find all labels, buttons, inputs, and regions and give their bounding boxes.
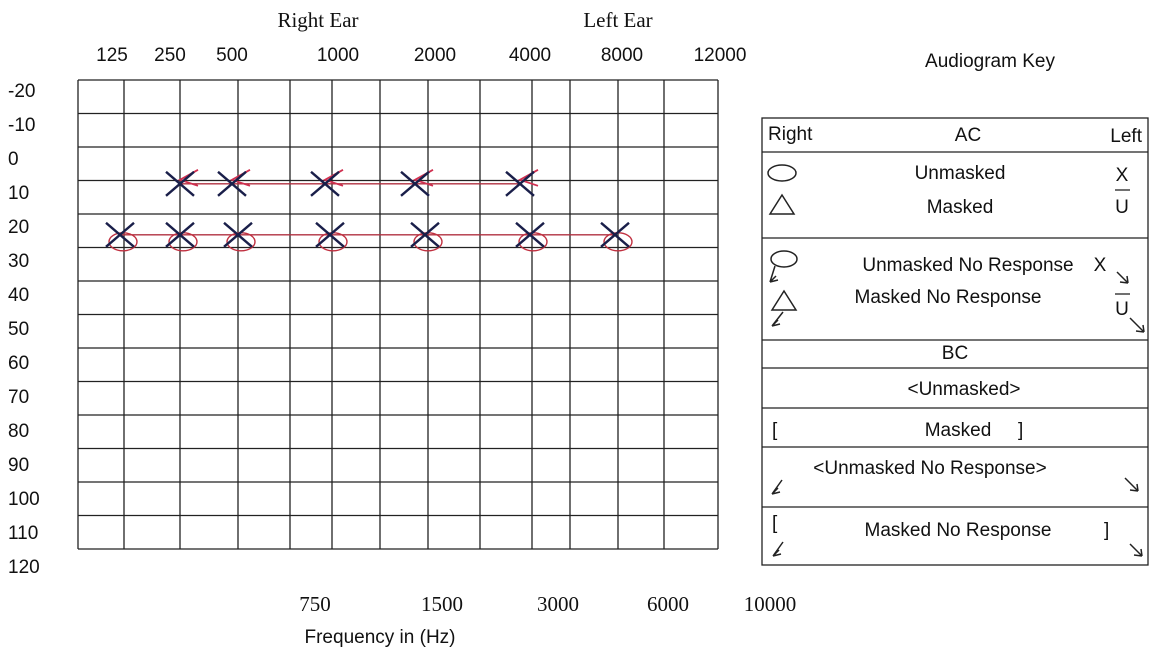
key-title: Audiogram Key: [925, 51, 1055, 72]
threshold-mark: [515, 221, 548, 252]
frequency-label: 750: [299, 592, 331, 616]
hearing-level-label: 50: [8, 319, 29, 340]
key-label: <Unmasked>: [907, 379, 1020, 400]
hearing-level-label: 100: [8, 489, 40, 510]
mark-x: [400, 170, 430, 197]
left-symbol: U: [1115, 299, 1129, 320]
threshold-mark: [165, 169, 199, 197]
threshold-mark: [505, 169, 539, 197]
triangle-symbol: [770, 289, 798, 311]
arrow: [1129, 543, 1143, 557]
hearing-level-label: 30: [8, 251, 29, 272]
mark-x: [600, 221, 630, 248]
key-label: Masked: [927, 197, 994, 218]
frequency-label: 500: [216, 45, 248, 66]
hearing-level-label: -10: [8, 115, 35, 136]
hearing-level-label: 40: [8, 285, 29, 306]
triangle-symbol: [768, 193, 796, 215]
mark-x: [217, 170, 247, 197]
bracket: ]: [1104, 520, 1109, 541]
frequency-label: 3000: [537, 592, 579, 616]
arrow: [771, 311, 784, 327]
x-axis-label: Frequency in (Hz): [305, 627, 456, 648]
frequency-label: 8000: [601, 45, 643, 66]
mark-x: [310, 170, 340, 197]
frequency-label: 4000: [509, 45, 551, 66]
threshold-mark: [410, 221, 443, 252]
bracket: ]: [1018, 420, 1023, 441]
arrow: [1129, 317, 1145, 333]
frequency-label: 6000: [647, 592, 689, 616]
hearing-level-label: 0: [8, 149, 19, 170]
key-right: Right: [768, 124, 813, 145]
threshold-mark: [223, 221, 256, 252]
audiogram-grid: [77, 79, 719, 550]
frequency-label: 10000: [744, 592, 797, 616]
arrow: [771, 479, 783, 495]
mark-x: [223, 221, 253, 248]
bracket: [: [772, 420, 778, 441]
hearing-level-label: 120: [8, 557, 40, 578]
mark-x: [165, 170, 195, 197]
arrow: [769, 265, 779, 283]
mark-caret: [517, 169, 539, 187]
arrow: [1116, 271, 1129, 284]
frequency-label: 2000: [414, 45, 456, 66]
threshold-mark: [217, 169, 251, 197]
arrow: [772, 541, 784, 557]
mark-x: [165, 221, 195, 248]
bc-title: BC: [942, 343, 968, 364]
mark-x: [315, 221, 345, 248]
mark-x: [505, 170, 535, 197]
frequency-label: 1500: [421, 592, 463, 616]
hearing-level-label: 90: [8, 455, 29, 476]
frequency-label: 12000: [694, 45, 747, 66]
hearing-level-label: 80: [8, 421, 29, 442]
key-label: <Unmasked No Response>: [813, 458, 1046, 479]
threshold-mark: [600, 221, 633, 252]
mark-x: [515, 221, 545, 248]
bracket: [: [772, 513, 778, 534]
left-symbol: X: [1116, 165, 1129, 186]
frequency-label: 1000: [317, 45, 359, 66]
key-label: Masked No Response: [865, 520, 1052, 541]
key-ac: AC: [955, 125, 981, 146]
hearing-level-label: 110: [8, 523, 38, 544]
key-label: Masked No Response: [855, 287, 1042, 308]
mark-x: [410, 221, 440, 248]
hearing-level-label: 10: [8, 183, 29, 204]
circle-symbol: [767, 164, 797, 182]
key-frame: [761, 117, 1149, 566]
hearing-level-label: -20: [8, 81, 35, 102]
frequency-label: 250: [154, 45, 186, 66]
hearing-level-label: 20: [8, 217, 29, 238]
threshold-mark: [315, 221, 348, 252]
audiogram-key: Audiogram Key Right AC Left Unmasked Mas…: [761, 51, 1149, 566]
key-label: Unmasked No Response: [862, 255, 1073, 276]
left-ear-title: Left Ear: [583, 8, 652, 32]
frequency-label: 125: [96, 45, 128, 66]
arrow: [1124, 477, 1139, 492]
threshold-mark: [105, 221, 138, 252]
hearing-level-label: 60: [8, 353, 29, 374]
threshold-mark: [165, 221, 198, 252]
key-label: Unmasked: [915, 163, 1006, 184]
threshold-mark: [310, 169, 344, 197]
key-left: Left: [1110, 126, 1142, 147]
right-ear-title: Right Ear: [277, 8, 358, 32]
key-label: Masked: [925, 420, 992, 441]
circle-symbol: [770, 250, 798, 268]
mark-x: [105, 221, 135, 248]
hearing-level-label: 70: [8, 387, 29, 408]
threshold-mark: [400, 169, 434, 197]
left-symbol: U: [1115, 197, 1129, 218]
left-symbol: X: [1094, 255, 1107, 276]
